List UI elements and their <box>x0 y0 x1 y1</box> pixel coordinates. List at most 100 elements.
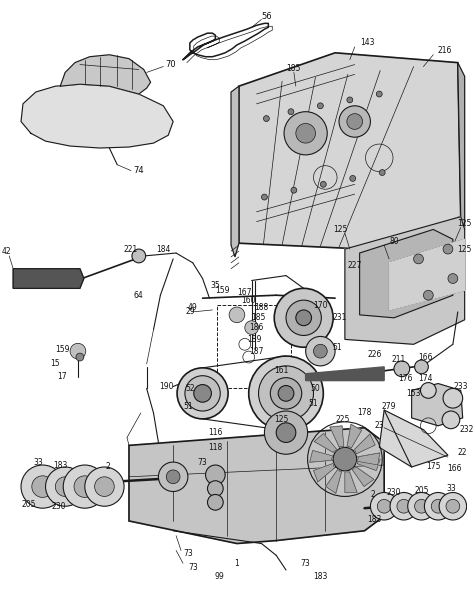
Polygon shape <box>239 53 461 249</box>
Polygon shape <box>326 470 341 493</box>
Circle shape <box>262 194 267 200</box>
Text: 160: 160 <box>241 295 256 305</box>
Polygon shape <box>21 84 173 148</box>
Circle shape <box>424 492 452 520</box>
Text: 186: 186 <box>249 323 264 332</box>
Polygon shape <box>306 367 384 381</box>
Text: 174: 174 <box>418 374 433 383</box>
Polygon shape <box>389 239 465 310</box>
Circle shape <box>291 187 297 193</box>
Text: 190: 190 <box>159 382 173 391</box>
Polygon shape <box>357 453 380 465</box>
Text: 183: 183 <box>367 516 382 524</box>
Text: 125: 125 <box>274 415 288 424</box>
Polygon shape <box>60 55 151 94</box>
Circle shape <box>339 106 370 137</box>
Polygon shape <box>313 464 334 482</box>
Circle shape <box>21 465 64 508</box>
Text: 51: 51 <box>309 398 319 408</box>
Circle shape <box>394 361 410 376</box>
Circle shape <box>177 368 228 419</box>
Circle shape <box>276 423 296 443</box>
Circle shape <box>377 499 391 513</box>
Text: 226: 226 <box>367 349 382 359</box>
Polygon shape <box>357 453 380 465</box>
Circle shape <box>390 492 418 520</box>
Text: 233: 233 <box>454 382 468 391</box>
Text: 73: 73 <box>301 559 310 568</box>
Circle shape <box>370 492 398 520</box>
Text: 166: 166 <box>447 464 462 473</box>
Circle shape <box>448 274 458 284</box>
Text: 183: 183 <box>53 460 67 470</box>
Polygon shape <box>330 426 344 446</box>
Circle shape <box>264 411 308 454</box>
Text: 51: 51 <box>183 402 193 411</box>
Text: 143: 143 <box>360 39 375 47</box>
Text: 232: 232 <box>459 425 474 434</box>
Polygon shape <box>310 451 333 462</box>
Polygon shape <box>347 424 362 448</box>
Circle shape <box>70 343 86 359</box>
Circle shape <box>446 499 460 513</box>
Text: 33: 33 <box>446 484 456 493</box>
Polygon shape <box>231 86 239 257</box>
Circle shape <box>46 467 85 506</box>
Text: 80: 80 <box>389 237 399 246</box>
Text: 188: 188 <box>255 303 269 313</box>
Text: 22: 22 <box>458 448 467 457</box>
Circle shape <box>439 492 466 520</box>
Text: 225: 225 <box>336 415 350 424</box>
Circle shape <box>286 300 321 335</box>
Polygon shape <box>231 86 239 257</box>
Circle shape <box>208 481 223 497</box>
Circle shape <box>333 448 356 471</box>
Circle shape <box>350 176 356 181</box>
Text: 170: 170 <box>313 300 328 309</box>
Text: 73: 73 <box>198 457 208 467</box>
Text: 33: 33 <box>34 457 44 467</box>
Text: 153: 153 <box>406 389 421 398</box>
Circle shape <box>158 462 188 492</box>
Circle shape <box>245 321 258 335</box>
Circle shape <box>313 344 327 358</box>
Text: 49: 49 <box>188 303 198 313</box>
Text: 35: 35 <box>210 281 220 290</box>
Circle shape <box>63 465 106 508</box>
Text: 178: 178 <box>357 408 372 418</box>
Text: 29: 29 <box>185 308 195 316</box>
Circle shape <box>415 499 428 513</box>
Text: 159: 159 <box>55 344 70 354</box>
Text: 230: 230 <box>51 502 65 511</box>
Circle shape <box>296 310 311 325</box>
Polygon shape <box>458 63 465 230</box>
Polygon shape <box>379 410 448 467</box>
Polygon shape <box>13 269 84 289</box>
Polygon shape <box>357 459 380 470</box>
Text: 167: 167 <box>237 288 252 297</box>
Text: 230: 230 <box>387 488 401 497</box>
Text: 216: 216 <box>438 46 452 55</box>
Text: 205: 205 <box>22 500 36 509</box>
Text: 125: 125 <box>333 225 347 234</box>
Text: 231: 231 <box>333 313 347 322</box>
Polygon shape <box>355 434 375 454</box>
Polygon shape <box>352 467 374 486</box>
Circle shape <box>132 249 146 263</box>
Text: 185: 185 <box>251 313 266 322</box>
Text: 99: 99 <box>214 572 224 581</box>
Polygon shape <box>310 451 333 462</box>
Circle shape <box>95 477 114 497</box>
Polygon shape <box>330 426 344 446</box>
Polygon shape <box>313 464 334 482</box>
Circle shape <box>347 114 363 130</box>
Polygon shape <box>129 428 384 543</box>
Circle shape <box>423 290 433 300</box>
Polygon shape <box>352 467 374 486</box>
Circle shape <box>32 476 54 497</box>
Text: 279: 279 <box>382 402 396 411</box>
Polygon shape <box>129 428 384 543</box>
Circle shape <box>274 289 333 348</box>
Polygon shape <box>360 230 453 318</box>
Polygon shape <box>357 459 380 470</box>
